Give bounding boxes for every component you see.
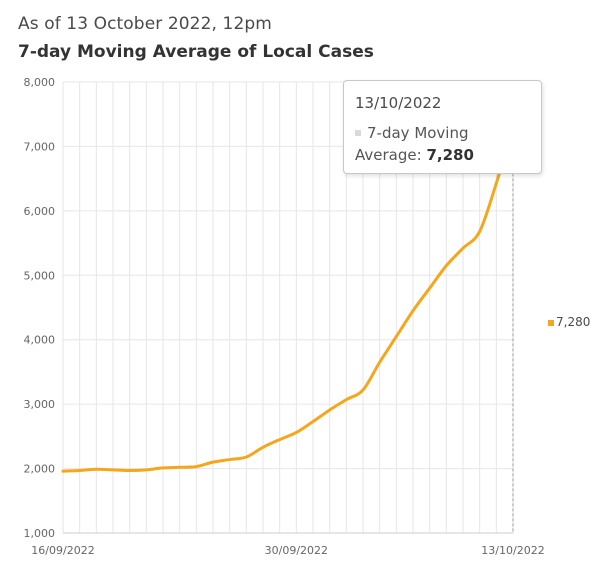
tooltip-value: 7,280: [426, 146, 474, 164]
chart-title: 7-day Moving Average of Local Cases: [18, 42, 374, 62]
x-tick-label: 13/10/2022: [481, 544, 544, 557]
x-tick-label: 16/09/2022: [31, 544, 94, 557]
y-tick-label: 8,000: [24, 76, 56, 89]
y-tick-label: 4,000: [24, 334, 56, 347]
tooltip-series-label: 7-day Moving Average:: [355, 124, 469, 164]
y-tick-label: 5,000: [24, 269, 56, 282]
series-line: [61, 126, 515, 473]
y-tick-label: 1,000: [24, 527, 56, 540]
y-tick-label: 3,000: [24, 398, 56, 411]
as-of-timestamp: As of 13 October 2022, 12pm: [18, 14, 272, 34]
legend-swatch: [548, 319, 554, 326]
chart-tooltip: 13/10/2022 7-day Moving Average: 7,280: [343, 80, 542, 174]
chart-header: As of 13 October 2022, 12pm 7-day Moving…: [18, 14, 374, 62]
legend[interactable]: 7,280: [548, 315, 590, 329]
y-tick-label: 7,000: [24, 140, 56, 153]
y-tick-label: 6,000: [24, 205, 56, 218]
legend-value: 7,280: [556, 315, 591, 329]
x-tick-label: 30/09/2022: [265, 544, 328, 557]
tooltip-date: 13/10/2022: [355, 94, 442, 112]
tooltip-body: 7-day Moving Average: 7,280: [355, 122, 531, 166]
tooltip-series-swatch: [355, 129, 361, 136]
y-tick-label: 2,000: [24, 463, 56, 476]
